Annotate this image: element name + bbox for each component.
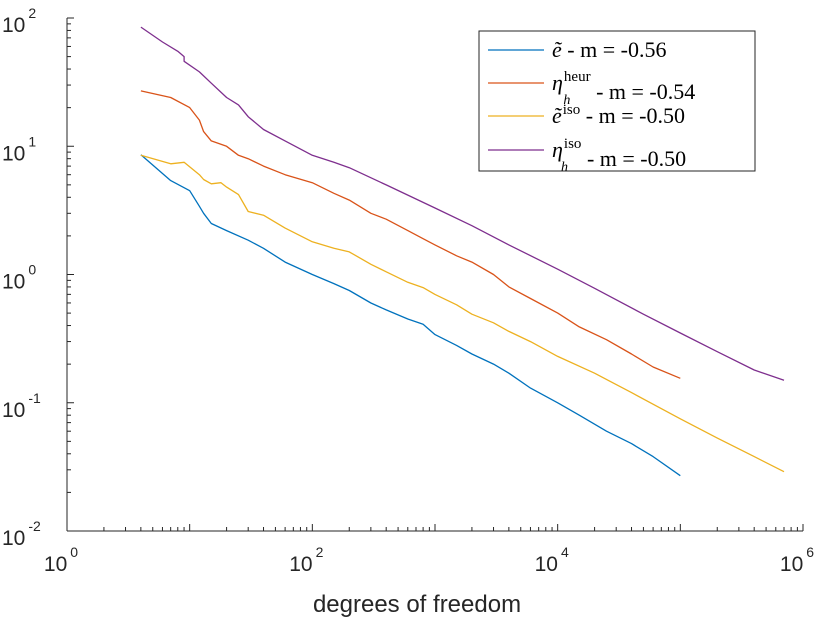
- y-tick-label: 100: [2, 262, 36, 294]
- series-line-3: [140, 154, 785, 473]
- y-tick-label: 10-2: [2, 518, 41, 550]
- x-tick-label: 100: [44, 544, 78, 576]
- x-tick-base: 10: [289, 553, 312, 576]
- legend-entry-1: ẽ - m = -0.56: [552, 37, 666, 62]
- series-line-1: [140, 154, 681, 477]
- legend-entry-3: ẽiso - m = -0.50: [552, 102, 685, 128]
- legend-suffix: - m = -0.56: [562, 37, 667, 62]
- y-tick-label: 102: [2, 5, 36, 37]
- series-line-4: [140, 26, 785, 381]
- legend-entry-2: ηheur h - m = -0.54: [552, 69, 695, 108]
- legend-symbol: ẽ: [552, 103, 563, 128]
- legend-suffix: - m = -0.50: [580, 103, 685, 128]
- x-tick-base: 10: [780, 553, 803, 576]
- legend-symbol: η: [552, 70, 563, 95]
- x-axis-label: degrees of freedom: [313, 591, 521, 618]
- x-tick-label: 102: [289, 544, 323, 576]
- y-tick-base: 10: [2, 14, 25, 37]
- legend-symbol: η: [552, 137, 563, 162]
- y-tick-label: 101: [2, 133, 36, 165]
- y-tick-base: 10: [2, 271, 25, 294]
- legend-subscript: h: [561, 160, 568, 175]
- y-tick-base: 10: [2, 399, 25, 422]
- series-layer: [140, 26, 785, 477]
- legend-subscript: h: [563, 93, 570, 108]
- legend-suffix: - m = -0.50: [581, 146, 686, 171]
- x-tick-exp: 4: [561, 544, 569, 560]
- y-tick-exp: 0: [28, 262, 36, 278]
- y-tick-exp: -2: [28, 518, 41, 534]
- legend-superscript: iso: [563, 102, 581, 118]
- legend-box: [478, 30, 756, 172]
- legend-superscript: iso: [564, 136, 582, 152]
- x-tick-base: 10: [44, 553, 67, 576]
- legend-superscript: heur: [564, 69, 591, 85]
- x-tick-exp: 0: [70, 544, 78, 560]
- x-tick-base: 10: [535, 553, 558, 576]
- x-tick-label: 104: [535, 544, 569, 576]
- x-tick-exp: 6: [806, 544, 814, 560]
- x-tick-label: 106: [780, 544, 814, 576]
- legend-symbol: ẽ: [552, 37, 563, 62]
- legend-suffix: - m = -0.54: [591, 79, 696, 104]
- legend-entry-4: ηiso h - m = -0.50: [552, 136, 686, 175]
- y-tick-label: 10-1: [2, 390, 41, 422]
- y-tick-exp: -1: [28, 390, 41, 406]
- y-tick-base: 10: [2, 142, 25, 165]
- y-tick-base: 10: [2, 527, 25, 550]
- y-tick-exp: 1: [28, 133, 36, 149]
- series-line-2: [140, 90, 681, 379]
- y-tick-exp: 2: [28, 5, 36, 21]
- x-tick-exp: 2: [316, 544, 324, 560]
